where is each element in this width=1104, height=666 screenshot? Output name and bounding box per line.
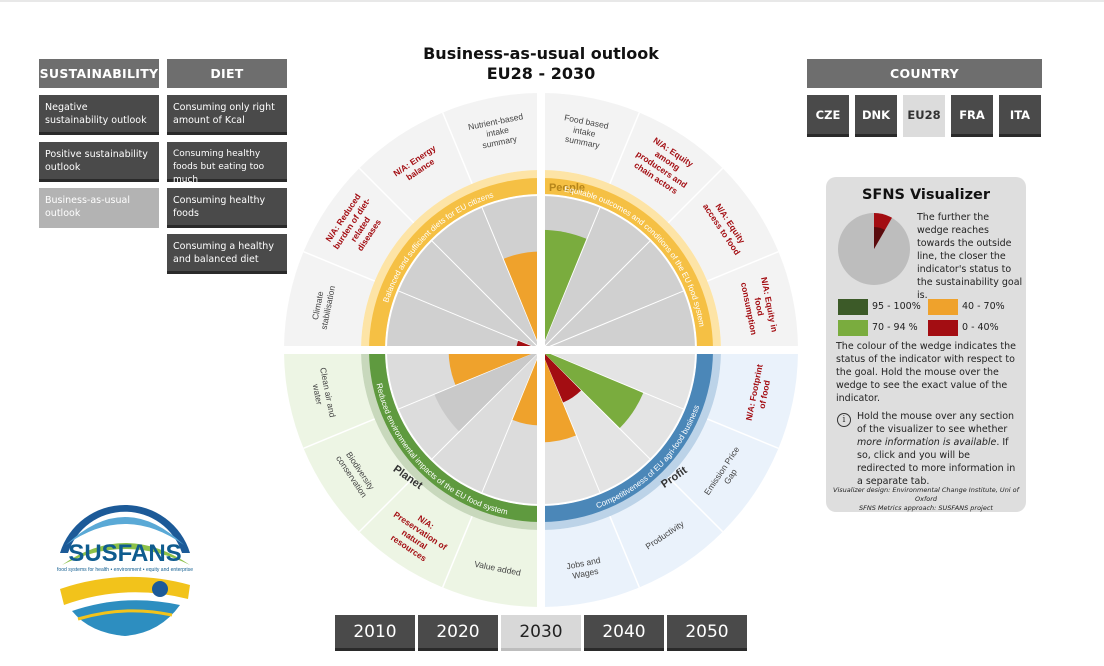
- menu-item-positive-outlook[interactable]: Positive sustainability outlook: [39, 142, 159, 182]
- wedge-productivity[interactable]: [541, 350, 582, 403]
- legend-credits: Visualizer design: Environmental Change …: [833, 486, 1019, 512]
- inner-divider: [540, 349, 684, 410]
- indicator-label[interactable]: Jobs andWages: [565, 555, 603, 582]
- country-header: COUNTRY: [807, 59, 1042, 88]
- country-button-ita[interactable]: ITA: [999, 95, 1041, 137]
- menu-item-negative-outlook[interactable]: Negative sustainability outlook: [39, 95, 159, 135]
- country-button-fra[interactable]: FRA: [951, 95, 993, 137]
- outer-divider: [667, 167, 724, 224]
- outer-divider: [441, 516, 473, 588]
- inner-divider: [540, 290, 684, 351]
- pillar-band-people-right[interactable]: [542, 178, 713, 349]
- info-icon: i: [837, 413, 851, 427]
- country-button-eu28[interactable]: EU28: [903, 95, 945, 137]
- country-button-dnk[interactable]: DNK: [855, 95, 897, 137]
- year-button-2010[interactable]: 2010: [335, 615, 415, 651]
- logo-tagline: food systems for health • environment • …: [57, 567, 193, 573]
- wedge-biodiversity-conservation[interactable]: [434, 350, 541, 432]
- top-border: [0, 0, 1104, 2]
- inner-divider: [540, 207, 601, 351]
- page-title: Business-as-usual outlook: [423, 44, 659, 63]
- outer-divider: [707, 250, 779, 282]
- country-button-cze[interactable]: CZE: [807, 95, 849, 137]
- logo-name: SUSFANS: [68, 540, 181, 567]
- pillar-label-people: People: [549, 182, 585, 194]
- legend-colour-note: The colour of the wedge indicates the st…: [836, 341, 1016, 404]
- pie-example-icon: [838, 212, 910, 285]
- legend-title: SFNS Visualizer: [861, 187, 990, 203]
- legend-info-note: Hold the mouse over any section of the v…: [857, 411, 1016, 487]
- pillar-band-planet[interactable]: [369, 351, 540, 522]
- page-subtitle: EU28 - 2030: [486, 64, 596, 83]
- sustainability-header: SUSTAINABILITY: [39, 59, 159, 88]
- susfans-logo: SUSFANS food systems for health • enviro…: [55, 498, 195, 638]
- legend-swatch-light-green: [838, 320, 868, 336]
- legend-swatch-red: [928, 320, 958, 336]
- outer-divider: [358, 476, 415, 533]
- legend-label-40-70: 40 - 70%: [962, 301, 1005, 312]
- legend-label-0-40: 0 - 40%: [962, 322, 999, 333]
- wedge-nutrient-based-intake-summary[interactable]: [503, 251, 541, 350]
- outer-divider: [303, 418, 375, 450]
- inner-divider: [398, 290, 542, 351]
- inner-divider: [481, 207, 542, 351]
- wedge-jobs-and-wages[interactable]: [541, 350, 576, 443]
- legend-label-70-94: 70 - 94 %: [872, 322, 918, 333]
- legend-panel: SFNS Visualizer The further the wedge re…: [826, 177, 1026, 512]
- diet-item-balanced-diet[interactable]: Consuming a healthy and balanced diet: [167, 234, 287, 274]
- inner-divider: [431, 349, 542, 460]
- year-button-2040[interactable]: 2040: [584, 615, 664, 651]
- inner-divider: [540, 349, 651, 460]
- legend-swatch-orange: [928, 299, 958, 315]
- diet-item-eating-too-much[interactable]: Consuming healthy foods but eating too m…: [167, 142, 287, 185]
- outer-divider: [667, 476, 724, 533]
- wedge-emission-price-gap[interactable]: [541, 350, 644, 428]
- inner-divider: [540, 240, 651, 351]
- inner-divider: [540, 349, 601, 493]
- menu-item-business-as-usual-outlook[interactable]: Business-as-usual outlook: [39, 188, 159, 228]
- diet-header: DIET: [167, 59, 287, 88]
- outer-divider: [609, 112, 641, 184]
- wedge-clean-air-and-water[interactable]: [448, 350, 541, 385]
- outer-divider: [707, 418, 779, 450]
- cross-gap-horizontal: [282, 346, 800, 354]
- year-button-2030[interactable]: 2030: [501, 615, 581, 651]
- outer-divider: [303, 250, 375, 282]
- year-button-2050[interactable]: 2050: [667, 615, 747, 651]
- diet-item-right-kcal[interactable]: Consuming only right amount of Kcal: [167, 95, 287, 135]
- wedge-food-based-intake-summary[interactable]: [541, 229, 587, 350]
- legend-swatch-dark-green: [838, 299, 868, 315]
- legend-description: The further the wedge reaches towards th…: [917, 212, 1023, 301]
- pillar-band-people-left[interactable]: [369, 178, 540, 349]
- legend-label-95-100: 95 - 100%: [872, 301, 921, 312]
- inner-divider: [481, 349, 542, 493]
- outer-divider: [609, 516, 641, 588]
- outer-divider: [441, 112, 473, 184]
- diet-item-healthy-foods[interactable]: Consuming healthy foods: [167, 188, 287, 228]
- inner-divider: [431, 240, 542, 351]
- wedge-value-added[interactable]: [512, 350, 541, 426]
- year-button-2020[interactable]: 2020: [418, 615, 498, 651]
- pillar-band-profit[interactable]: [542, 351, 713, 522]
- inner-divider: [398, 349, 542, 410]
- outer-divider: [358, 167, 415, 224]
